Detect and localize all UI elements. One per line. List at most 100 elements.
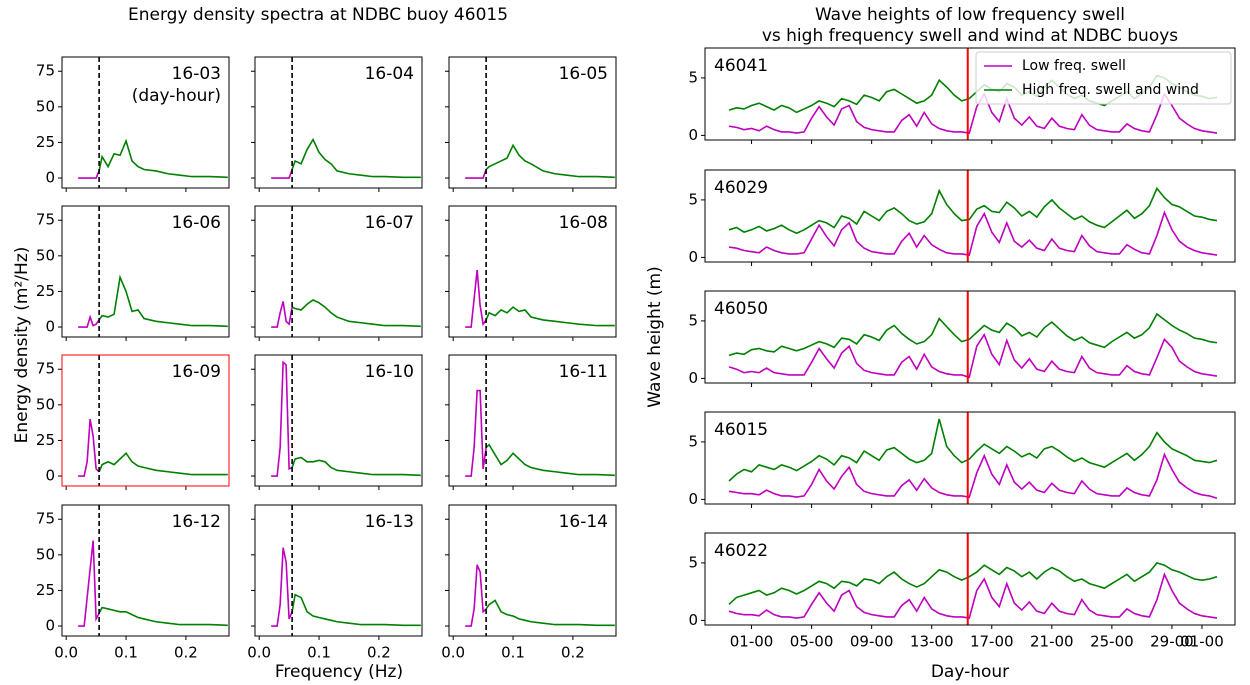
axes-frame — [254, 56, 423, 189]
panel-label: 16-06 — [172, 213, 221, 233]
series-line — [271, 360, 293, 477]
series-line — [291, 137, 421, 179]
y-tick-label: 50 — [36, 97, 55, 115]
x-tick-label: 21-00 — [1030, 633, 1074, 651]
y-tick-label: 50 — [36, 246, 55, 264]
y-tick-label: 5 — [688, 311, 698, 329]
series-line — [291, 593, 421, 627]
series-line — [728, 210, 1218, 256]
y-tick-label: 75 — [36, 211, 55, 229]
y-tick-label: 0 — [45, 169, 55, 187]
panel-label: 46050 — [714, 299, 768, 319]
series-line — [98, 606, 228, 627]
axes-frame — [704, 411, 1236, 505]
x-tick-label: 0.1 — [501, 644, 525, 662]
series-line — [98, 274, 228, 328]
panel-label: 46015 — [714, 420, 768, 440]
axes-frame — [61, 354, 230, 487]
y-tick-label: 50 — [36, 395, 55, 413]
series-line — [98, 452, 228, 476]
legend-label: High freq. swell and wind — [1022, 82, 1199, 98]
series-line — [728, 452, 1218, 500]
y-tick-label: 5 — [688, 432, 698, 450]
y-tick-label: 0 — [688, 248, 698, 266]
panel-label: 16-14 — [559, 512, 608, 532]
series-line — [485, 143, 615, 179]
right-title: Wave heights of low frequency swell — [815, 5, 1125, 25]
series-line — [271, 169, 293, 179]
x-tick-label: 01-00 — [1180, 633, 1224, 651]
panel-label: 46022 — [714, 541, 768, 561]
y-tick-label: 25 — [36, 133, 55, 151]
panel-label: 16-13 — [365, 512, 414, 532]
axes-frame — [704, 169, 1236, 263]
y-tick-label: 5 — [688, 190, 698, 208]
y-tick-label: 75 — [36, 510, 55, 528]
panel-label: 16-09 — [172, 362, 221, 382]
series-line — [728, 332, 1218, 379]
y-tick-label: 5 — [688, 68, 698, 86]
x-tick-label: 0.0 — [441, 644, 465, 662]
y-tick-label: 0 — [45, 617, 55, 635]
x-tick-label: 25-00 — [1090, 633, 1134, 651]
panel-label: 46029 — [714, 178, 768, 198]
series-line — [78, 418, 100, 477]
right-y-label: Wave height (m) — [645, 266, 665, 407]
y-tick-label: 25 — [36, 431, 55, 449]
y-tick-label: 25 — [36, 581, 55, 599]
x-tick-label: 17-00 — [970, 633, 1014, 651]
x-tick-label: 0.1 — [114, 644, 138, 662]
axes-frame — [704, 290, 1236, 384]
y-tick-label: 0 — [688, 611, 698, 629]
panel-label: 16-10 — [365, 362, 414, 382]
panel-label: 16-03 — [172, 64, 221, 84]
series-line — [465, 169, 487, 179]
axes-frame — [448, 205, 617, 338]
series-line — [78, 314, 100, 328]
series-line — [728, 561, 1218, 605]
series-line — [465, 389, 487, 477]
x-tick-label: 01-00 — [730, 633, 774, 651]
x-tick-label: 0.0 — [247, 644, 271, 662]
panel-label: 16-11 — [559, 362, 608, 382]
y-tick-label: 0 — [45, 467, 55, 485]
series-line — [485, 443, 615, 477]
legend-box — [975, 51, 1232, 105]
series-line — [271, 547, 293, 627]
series-line — [728, 572, 1218, 619]
x-tick-label: 0.0 — [54, 644, 78, 662]
panel-label: 46041 — [714, 56, 768, 76]
series-line — [485, 306, 615, 327]
left-title: Energy density spectra at NDBC buoy 4601… — [128, 5, 508, 25]
axes-frame — [254, 504, 423, 637]
axes-frame — [254, 354, 423, 487]
x-tick-label: 0.2 — [367, 644, 391, 662]
x-tick-label: 09-00 — [850, 633, 894, 651]
panel-label: 16-05 — [559, 64, 608, 84]
x-tick-label: 13-00 — [910, 633, 954, 651]
panel-label: 16-08 — [559, 213, 608, 233]
axes-frame — [61, 205, 230, 338]
y-tick-label: 0 — [688, 490, 698, 508]
x-tick-label: 29-00 — [1150, 633, 1194, 651]
y-tick-label: 75 — [36, 360, 55, 378]
series-line — [465, 269, 487, 328]
axes-frame — [448, 504, 617, 637]
y-tick-label: 75 — [36, 62, 55, 80]
y-tick-label: 50 — [36, 545, 55, 563]
panel-annotation: (day-hour) — [132, 86, 221, 106]
y-tick-label: 0 — [688, 369, 698, 387]
series-line — [728, 312, 1218, 357]
series-line — [465, 564, 487, 627]
right-title: vs high frequency swell and wind at NDBC… — [762, 26, 1178, 46]
axes-frame — [254, 205, 423, 338]
panel-label: 16-04 — [365, 64, 414, 84]
series-line — [98, 138, 228, 179]
axes-frame — [61, 56, 230, 189]
y-tick-label: 0 — [45, 318, 55, 336]
series-line — [291, 456, 421, 477]
series-line — [271, 301, 293, 328]
series-line — [78, 170, 100, 179]
